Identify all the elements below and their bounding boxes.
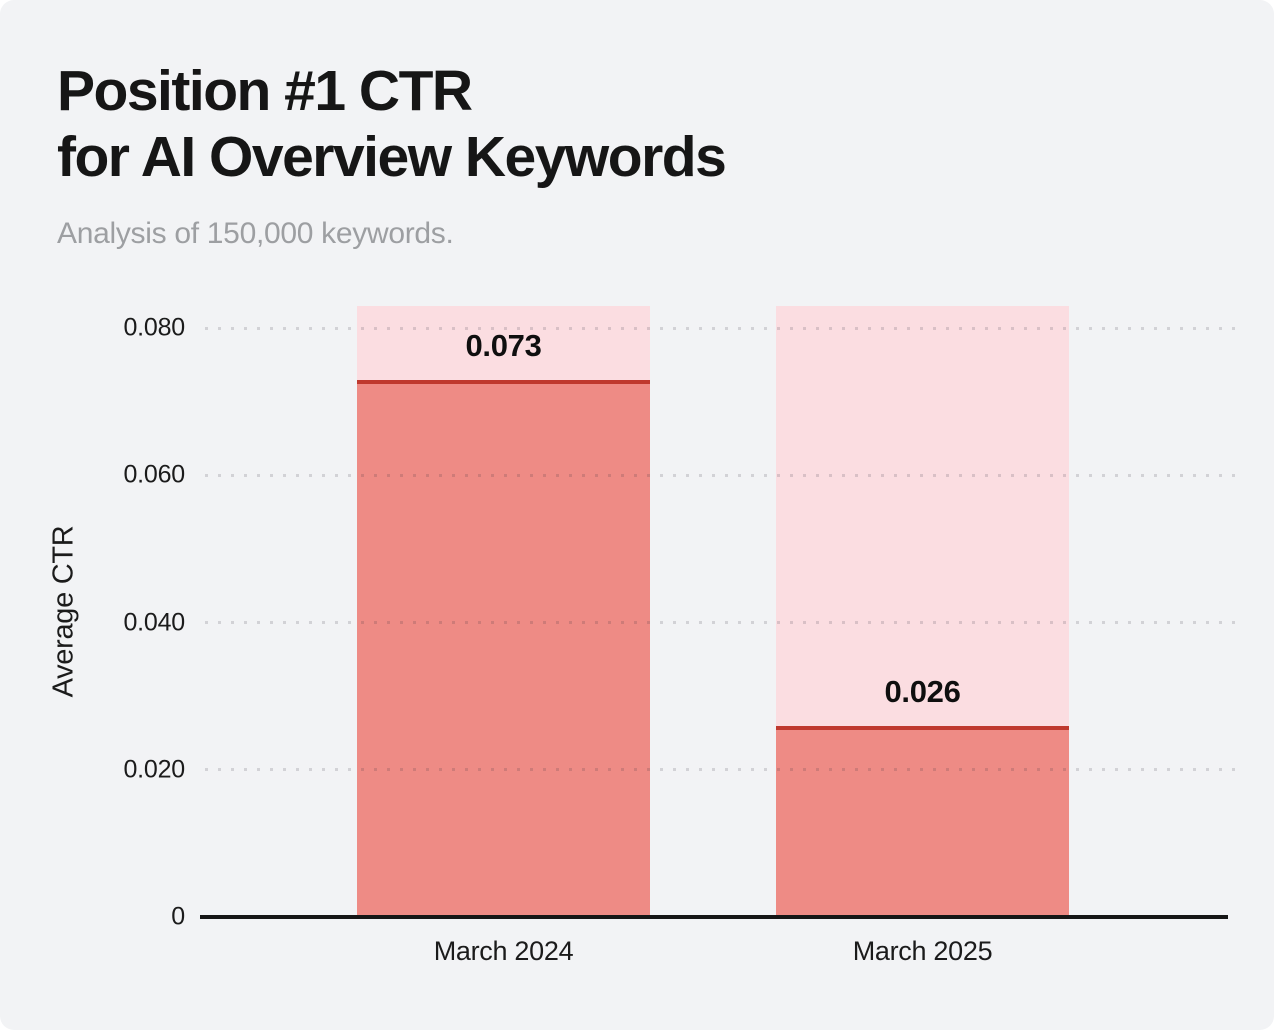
gridline-0-020 bbox=[205, 768, 1235, 772]
y-tick-label: 0 bbox=[171, 902, 185, 931]
bar-march-2025: 0.026 bbox=[776, 306, 1069, 917]
gridline-0-060 bbox=[205, 473, 1235, 477]
gridline-0-080 bbox=[205, 326, 1235, 330]
bar-value-label: 0.026 bbox=[884, 673, 961, 709]
y-tick-label: 0.020 bbox=[123, 755, 185, 784]
x-axis-tick-labels: March 2024 March 2025 bbox=[200, 936, 1235, 970]
x-tick-label-march-2024: March 2024 bbox=[433, 936, 574, 966]
plot-area: 0.073 0.026 bbox=[200, 306, 1235, 919]
chart-subtitle: Analysis of 150,000 keywords. bbox=[57, 217, 454, 250]
y-tick-label: 0.080 bbox=[123, 313, 185, 342]
y-axis-tick-labels: 0.080 0.060 0.040 0.020 0 bbox=[0, 306, 185, 931]
x-axis-line bbox=[200, 915, 1228, 919]
chart-title: Position #1 CTR for AI Overview Keywords bbox=[57, 58, 727, 190]
y-tick-label: 0.040 bbox=[123, 608, 185, 637]
bar-value-label: 0.073 bbox=[465, 327, 542, 363]
x-tick-label-march-2025: March 2025 bbox=[852, 936, 993, 966]
chart-title-line-2: for AI Overview Keywords bbox=[57, 125, 727, 189]
bar-fill bbox=[776, 725, 1069, 917]
gridline-0-040 bbox=[205, 621, 1235, 625]
chart-title-line-1: Position #1 CTR bbox=[57, 59, 473, 123]
bar-fill bbox=[357, 379, 650, 917]
bar-march-2024: 0.073 bbox=[357, 306, 650, 917]
y-tick-label: 0.060 bbox=[123, 460, 185, 489]
